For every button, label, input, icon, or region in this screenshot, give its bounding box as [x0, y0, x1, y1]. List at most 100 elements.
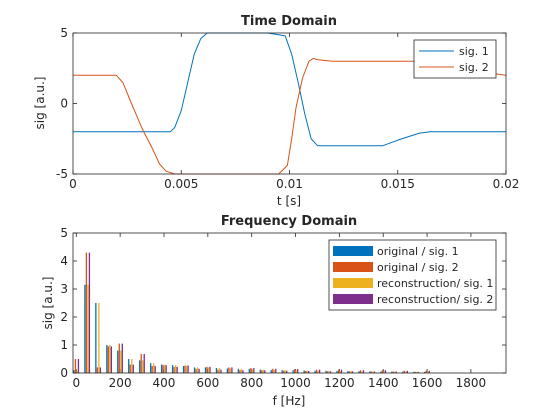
time-domain-xtick-label: 0.02: [493, 177, 520, 191]
frequency-bar: [220, 369, 222, 373]
frequency-bar: [273, 369, 275, 373]
frequency-bar: [337, 369, 340, 373]
frequency-bar: [405, 371, 407, 373]
frequency-bar: [139, 360, 141, 373]
frequency-bar: [416, 371, 418, 373]
frequency-bar: [209, 366, 211, 373]
frequency-bar: [326, 371, 329, 373]
frequency-bar: [402, 371, 404, 373]
frequency-domain-ylabel: sig [a.u.]: [41, 277, 55, 330]
frequency-bar: [142, 360, 144, 373]
frequency-bar: [392, 371, 394, 373]
frequency-bar: [292, 370, 294, 373]
frequency-domain-xtick-label: 200: [109, 376, 132, 390]
frequency-bar: [187, 365, 189, 373]
frequency-bar: [131, 359, 133, 373]
frequency-bar: [76, 370, 78, 373]
frequency-bar: [424, 371, 426, 373]
frequency-bar: [350, 371, 352, 373]
frequency-bar: [394, 371, 396, 373]
frequency-bar: [195, 368, 197, 373]
frequency-bar: [275, 368, 277, 373]
frequency-bar: [165, 365, 167, 373]
frequency-bar: [206, 366, 208, 373]
frequency-bar: [314, 370, 316, 373]
frequency-bar: [128, 359, 130, 373]
frequency-bar: [351, 371, 354, 373]
frequency-bar: [150, 363, 152, 373]
frequency-bar: [85, 252, 88, 373]
frequency-bar: [294, 369, 296, 373]
frequency-bar: [328, 370, 330, 373]
frequency-bar: [253, 367, 255, 373]
frequency-bar: [99, 367, 102, 373]
frequency-bar: [237, 368, 240, 373]
frequency-bar: [427, 371, 429, 373]
frequency-bar: [84, 284, 86, 373]
frequency-bar: [87, 284, 89, 373]
frequency-bar: [428, 370, 430, 373]
frequency-bar: [395, 371, 397, 373]
time-domain-ylabel: sig [a.u.]: [33, 77, 47, 130]
frequency-bar: [218, 367, 221, 373]
frequency-bar: [171, 365, 174, 373]
frequency-domain-legend-swatch: [333, 294, 373, 304]
time-domain-xtick-label: 0: [69, 177, 77, 191]
frequency-domain-legend-swatch: [333, 278, 373, 288]
frequency-bar: [143, 353, 145, 373]
frequency-bar: [228, 367, 230, 373]
frequency-bar: [120, 350, 122, 373]
frequency-bar: [182, 366, 185, 373]
time-domain-xlabel: t [s]: [277, 194, 301, 208]
frequency-bar: [154, 366, 156, 373]
frequency-domain-ytick-label: 5: [60, 226, 68, 240]
frequency-bar: [336, 371, 338, 373]
frequency-bar: [358, 371, 360, 373]
time-domain-title: Time Domain: [241, 14, 337, 29]
frequency-bar: [403, 370, 405, 373]
frequency-bar: [317, 370, 319, 373]
frequency-bar: [383, 371, 385, 373]
frequency-bar: [193, 367, 196, 373]
frequency-domain-ytick-label: 1: [60, 338, 68, 352]
frequency-bar: [77, 359, 80, 373]
frequency-domain-legend-label: reconstruction/ sig. 2: [377, 293, 493, 306]
frequency-bar: [340, 369, 343, 373]
time-series-line: [73, 32, 506, 147]
frequency-bar: [373, 371, 376, 373]
frequency-domain-legend-label: reconstruction/ sig. 1: [377, 277, 493, 290]
frequency-domain-ytick-label: 4: [60, 254, 68, 268]
frequency-bar: [107, 346, 109, 373]
time-domain-legend-label: sig. 2: [459, 61, 489, 74]
frequency-domain-ytick-label: 2: [60, 310, 68, 324]
frequency-bar: [369, 371, 371, 373]
frequency-bar: [380, 371, 382, 373]
frequency-bar: [240, 368, 243, 373]
frequency-bar: [215, 367, 218, 373]
frequency-bar: [348, 371, 351, 373]
frequency-bar: [391, 371, 393, 373]
frequency-bar: [207, 367, 210, 373]
frequency-domain-legend-label: original / sig. 2: [377, 261, 459, 274]
frequency-bar: [229, 368, 232, 373]
frequency-bar: [250, 367, 252, 373]
frequency-bar: [248, 369, 250, 373]
frequency-bar: [110, 346, 112, 373]
frequency-bar: [118, 343, 120, 373]
frequency-bar: [73, 370, 75, 373]
frequency-bar: [339, 371, 341, 373]
frequency-bar: [329, 371, 332, 373]
frequency-bar: [272, 368, 274, 373]
frequency-bar: [251, 369, 253, 373]
frequency-bar: [359, 370, 362, 373]
frequency-domain-xlabel: f [Hz]: [273, 394, 306, 408]
frequency-bar: [361, 371, 363, 373]
frequency-bar: [204, 367, 207, 373]
frequency-bar: [198, 368, 200, 373]
frequency-domain-xtick-label: 600: [196, 376, 219, 390]
time-domain-ytick-label: 0: [60, 97, 68, 111]
frequency-bar: [325, 370, 327, 373]
frequency-bar: [173, 366, 175, 373]
frequency-bar: [261, 370, 263, 373]
